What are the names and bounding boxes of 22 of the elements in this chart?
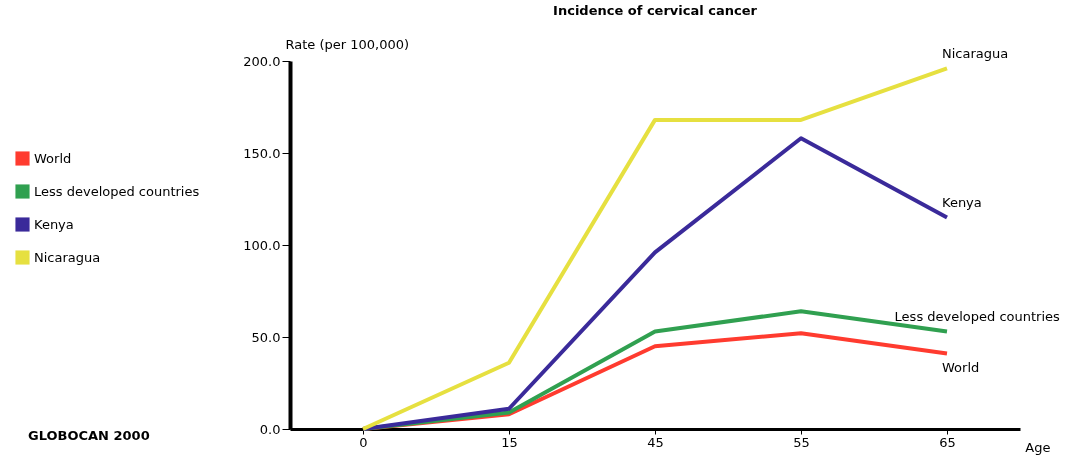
y-axis-title: Rate (per 100,000) xyxy=(285,36,410,52)
x-tick-label: 65 xyxy=(939,434,956,450)
y-tick-label: 0.0 xyxy=(259,421,281,437)
x-tick-label: 0 xyxy=(359,434,368,450)
x-tick-label: 55 xyxy=(793,434,810,450)
y-tick-label: 100.0 xyxy=(243,237,281,253)
y-tick-label: 50.0 xyxy=(251,329,281,345)
text: Nicaragua xyxy=(942,46,1009,62)
text: Kenya xyxy=(942,195,982,211)
text: World xyxy=(942,359,980,375)
legend-label: Less developed countries xyxy=(34,183,200,199)
legend-label: Nicaragua xyxy=(34,249,101,265)
y-tick-label: 200.0 xyxy=(243,53,281,69)
text: GLOBOCAN 2000 xyxy=(28,428,150,443)
chart-title: Incidence of cervical cancer xyxy=(553,3,758,18)
text: Less developed countries xyxy=(894,309,1060,325)
legend-label: Kenya xyxy=(34,216,74,232)
legend-label: World xyxy=(34,150,72,166)
x-axis-title: Age xyxy=(1025,439,1051,455)
x-tick-label: 45 xyxy=(647,434,664,450)
y-tick-label: 150.0 xyxy=(243,145,281,161)
x-tick-label: 15 xyxy=(501,434,518,450)
